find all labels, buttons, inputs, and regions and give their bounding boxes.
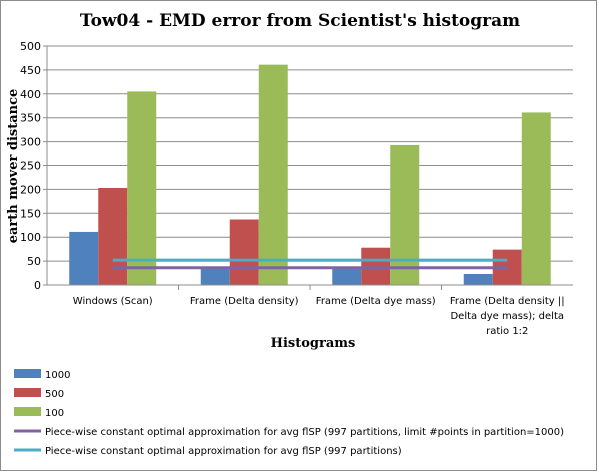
y-tick-label: 150 <box>20 207 41 220</box>
y-tick-label: 250 <box>20 160 41 173</box>
y-tick-label: 450 <box>20 64 41 77</box>
bar-100 <box>522 112 551 285</box>
y-tick-label: 300 <box>20 136 41 149</box>
x-category-label: Delta dye mass); delta <box>450 311 564 322</box>
legend-label: 1000 <box>45 370 70 381</box>
legend: 1000 500 100 Piece-wise constant optimal ap… <box>14 369 564 457</box>
bar-500 <box>98 188 127 285</box>
y-tick-label: 500 <box>20 40 41 53</box>
approximation-lines <box>113 260 508 268</box>
x-category-labels: Windows (Scan) Frame (Delta density) Frame… <box>73 296 565 337</box>
bar-100 <box>259 65 288 285</box>
legend-swatch <box>14 388 41 397</box>
x-category-label: ratio 1:2 <box>486 326 528 337</box>
bar-100 <box>390 145 419 285</box>
y-tick-labels: 0 50 100 150 200 250 300 350 400 450 500 <box>20 40 41 292</box>
x-category-label: Windows (Scan) <box>73 296 153 307</box>
legend-label: 500 <box>45 389 64 400</box>
x-category-label: Frame (Delta density) <box>190 296 299 307</box>
y-tick-label: 100 <box>20 231 41 244</box>
y-tick-label: 200 <box>20 183 41 196</box>
y-tick-label: 350 <box>20 112 41 125</box>
y-tick-label: 0 <box>34 279 41 292</box>
x-axis-title: Histograms <box>271 336 356 351</box>
bar-1000 <box>464 274 493 285</box>
y-axis-title: earth mover distance <box>6 89 21 244</box>
x-category-label: Frame (Delta dye mass) <box>316 296 436 307</box>
bar-500 <box>230 220 259 285</box>
y-tick-label: 50 <box>27 255 41 268</box>
legend-label: Piece-wise constant optimal approximatio… <box>45 427 564 438</box>
legend-label: 100 <box>45 408 64 419</box>
bar-1000 <box>332 268 361 285</box>
bar-1000 <box>201 268 230 285</box>
legend-label: Piece-wise constant optimal approximatio… <box>45 446 402 457</box>
chart-title: Tow04 - EMD error from Scientist's histo… <box>80 11 520 31</box>
x-category-label: Frame (Delta density || <box>450 296 565 307</box>
legend-swatch <box>14 369 41 378</box>
y-tick-label: 400 <box>20 88 41 101</box>
bar-100 <box>127 91 156 285</box>
legend-swatch <box>14 407 41 416</box>
bars <box>69 65 551 285</box>
bar-1000 <box>69 232 98 285</box>
